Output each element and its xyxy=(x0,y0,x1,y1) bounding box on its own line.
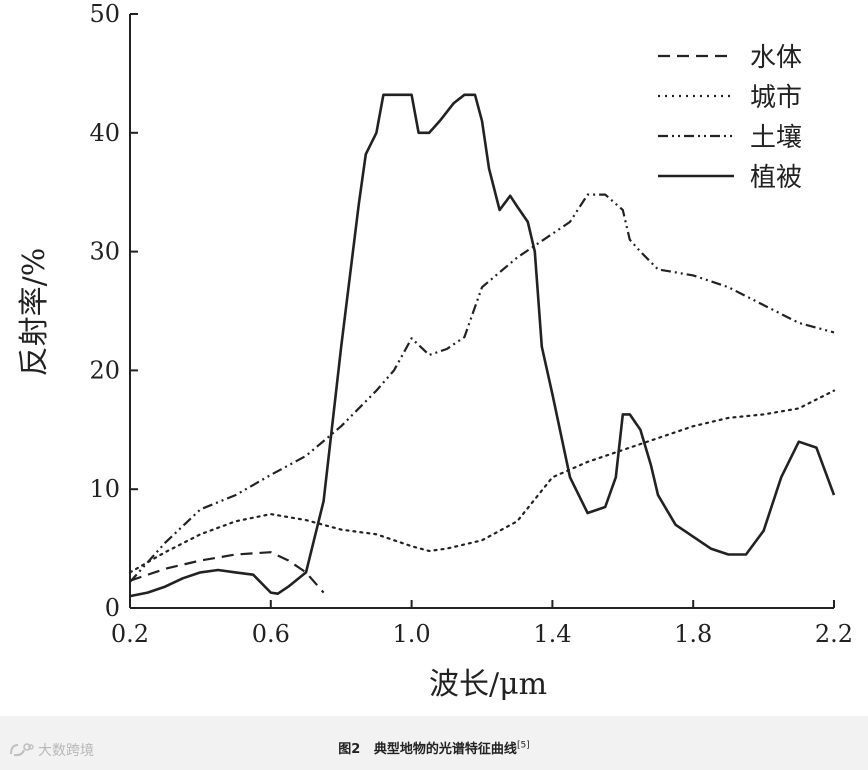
x-tick-label: 0.2 xyxy=(111,620,149,648)
axes xyxy=(129,13,835,609)
watermark-logo-icon xyxy=(10,743,34,757)
caption-reference: [5] xyxy=(516,740,530,751)
series-line-3 xyxy=(129,193,835,583)
y-tick-label: 50 xyxy=(89,0,120,28)
y-tick-label: 30 xyxy=(89,238,120,266)
x-axis-label: 波长/μm xyxy=(429,667,547,702)
series-line-4 xyxy=(129,93,836,598)
caption-label: 图2 xyxy=(338,742,361,757)
x-tick-label: 2.2 xyxy=(815,620,853,648)
figure-caption: 图2 典型地物的光谱特征曲线[5] xyxy=(0,738,868,757)
x-tick-label: 1.4 xyxy=(533,620,571,648)
watermark-text: 大数跨境 xyxy=(38,743,94,759)
tick-labels: 0.2 0.6 1.0 1.4 1.8 2.2 0 10 20 30 40 50 xyxy=(89,0,853,648)
x-tick-label: 1.8 xyxy=(674,620,712,648)
footer-bar xyxy=(0,716,868,770)
legend-label-3: 土壤 xyxy=(750,123,802,153)
caption-text: 典型地物的光谱特征曲线 xyxy=(373,742,517,757)
series-lines xyxy=(128,93,836,598)
x-tick-label: 0.6 xyxy=(252,620,290,648)
y-tick-label: 40 xyxy=(89,119,120,147)
x-tick-label: 1.0 xyxy=(393,620,431,648)
y-tick-label: 10 xyxy=(89,475,120,503)
series-line-1 xyxy=(129,551,325,594)
y-tick-label: 0 xyxy=(105,594,120,622)
watermark: 大数跨境 xyxy=(8,740,94,760)
legend-label-1: 水体 xyxy=(750,43,802,73)
legend-label-4: 植被 xyxy=(750,163,802,193)
legend-label-2: 城市 xyxy=(750,83,802,113)
y-axis-label: 反射率/% xyxy=(17,248,52,377)
series-line-2 xyxy=(128,389,836,574)
y-tick-label: 20 xyxy=(89,356,120,384)
